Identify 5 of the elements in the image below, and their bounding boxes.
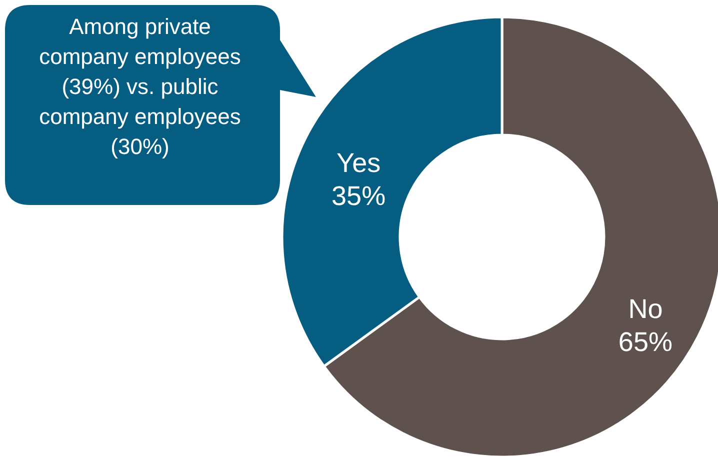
text: Among private company employees (39%) vs. public company employees (30%) xyxy=(38,13,242,161)
data-label: 35% xyxy=(332,180,386,211)
data-label: 65% xyxy=(618,327,672,358)
slice-label: No xyxy=(628,294,663,324)
slice-label: Yes xyxy=(336,148,381,178)
